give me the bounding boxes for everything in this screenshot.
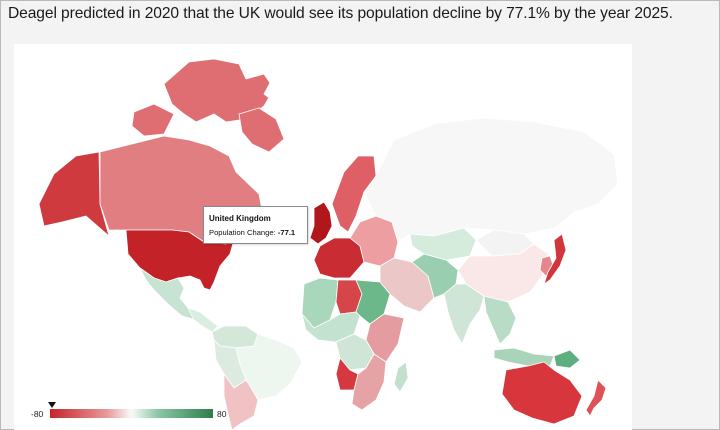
region-madagascar[interactable]: [393, 361, 409, 393]
region-southern-africa[interactable]: [351, 353, 387, 411]
region-alaska[interactable]: [38, 151, 110, 237]
region-canadian-arctic[interactable]: [163, 58, 275, 123]
tooltip-value-row: Population Change: -77.1: [209, 228, 295, 237]
legend-min-label: -80: [31, 409, 44, 419]
region-greenland[interactable]: [263, 61, 361, 149]
caption-text: Deagel predicted in 2020 that the UK wou…: [8, 5, 673, 22]
tooltip-value: -77.1: [277, 228, 296, 237]
region-japan[interactable]: [543, 233, 567, 285]
country-tooltip: United Kingdom Population Change: -77.1: [203, 206, 308, 244]
region-canadian-arctic[interactable]: [131, 103, 175, 137]
tooltip-label: Population Change:: [209, 228, 276, 237]
region-india[interactable]: [443, 283, 485, 345]
region-australia[interactable]: [501, 361, 583, 425]
legend-max-label: 80: [217, 409, 227, 419]
region-russia[interactable]: [363, 117, 619, 243]
region-sahel[interactable]: [301, 311, 361, 343]
legend-marker-icon: [48, 402, 56, 408]
region-papua-new-guinea[interactable]: [553, 349, 581, 369]
world-choropleth-map: [38, 58, 619, 430]
region-argentina-chile[interactable]: [223, 373, 259, 430]
region-united-kingdom[interactable]: [309, 201, 333, 245]
tooltip-country-name: United Kingdom: [209, 214, 271, 223]
region-china[interactable]: [457, 243, 549, 303]
region-indonesia[interactable]: [493, 347, 555, 367]
legend-color-scale: [50, 409, 213, 418]
region-central-america[interactable]: [187, 307, 219, 333]
region-southeast-asia[interactable]: [483, 295, 517, 345]
region-new-zealand[interactable]: [585, 379, 607, 417]
map-panel: United Kingdom Population Change: -77.1: [14, 44, 632, 430]
region-eastern-europe[interactable]: [349, 215, 399, 267]
region-western-europe[interactable]: [313, 237, 365, 279]
region-canadian-arctic[interactable]: [238, 107, 285, 153]
